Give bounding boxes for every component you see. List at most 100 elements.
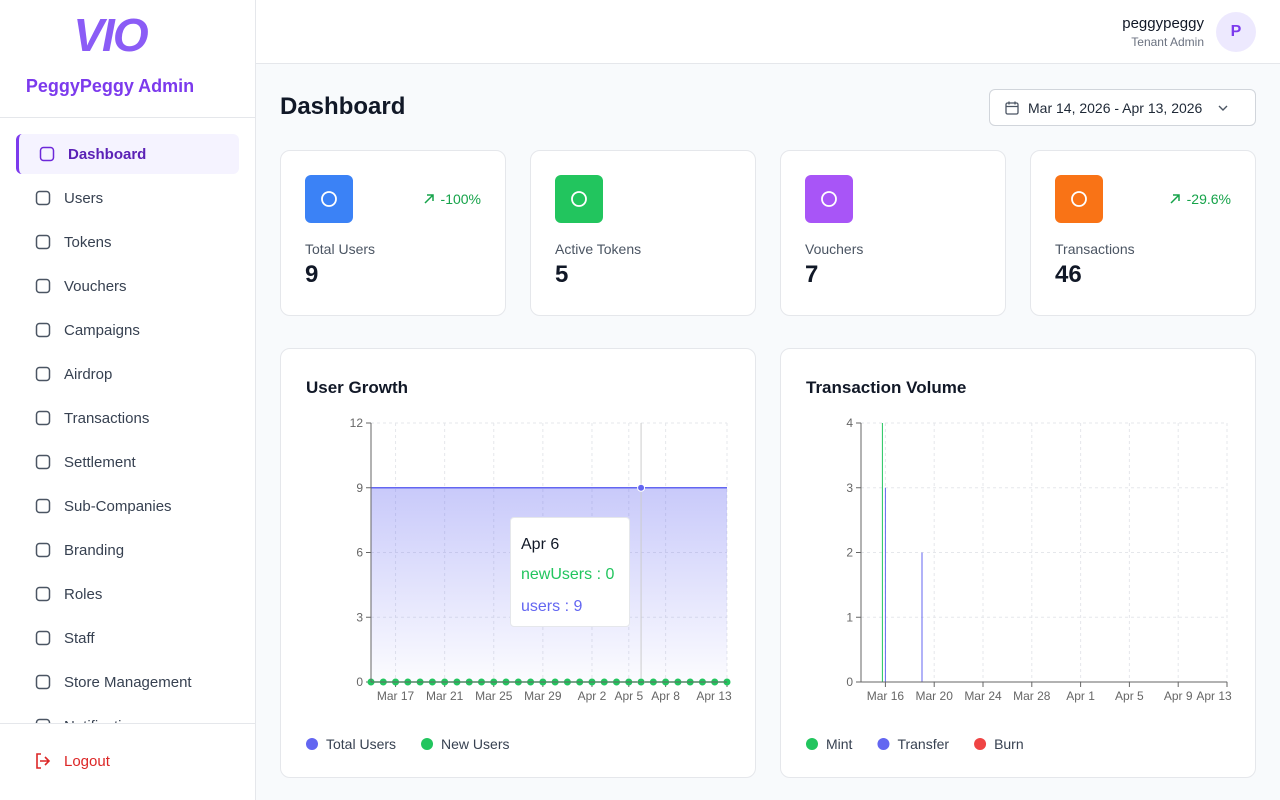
legend-swatch: [306, 738, 318, 750]
nav-item[interactable]: Sub-Companies: [16, 486, 239, 526]
nav-item[interactable]: Vouchers: [16, 266, 239, 306]
stat-icon: [555, 175, 603, 223]
x-tick-label: Apr 13: [1196, 689, 1232, 703]
tooltip-row: newUsers : 0: [521, 560, 619, 590]
nav-item[interactable]: Roles: [16, 574, 239, 614]
chart-card: Transaction Volume 0 1 2 3 4 Mar 16 Mar 20 Mar 2…: [780, 348, 1256, 778]
topbar: peggypeggy Tenant Admin P: [256, 0, 1280, 64]
icon-glyph: [1071, 191, 1087, 207]
x-tick-label: Apr 13: [696, 689, 732, 703]
nav-icon: [35, 498, 51, 514]
icon-shape: [821, 191, 837, 207]
tooltip-title: Apr 6: [521, 536, 560, 553]
user-role: Tenant Admin: [1131, 35, 1204, 49]
y-tick-label: 12: [350, 416, 364, 430]
nav: Dashboard Users Tokens Vouchers Campaigns Air…: [0, 117, 255, 723]
chart-title: Transaction Volume: [806, 378, 966, 397]
user-name: peggypeggy: [1122, 15, 1204, 32]
calendar-icon: [1005, 101, 1019, 115]
icon-shape: [35, 542, 51, 558]
tooltip-row: users : 9: [521, 592, 619, 622]
tooltip-sep: :: [592, 566, 606, 583]
nav-label: Staff: [64, 629, 95, 647]
icon-shape: [39, 146, 55, 162]
nav-label: Airdrop: [64, 365, 113, 383]
icon-shape: [35, 674, 51, 690]
x-tick-label: Apr 2: [578, 689, 607, 703]
sidebar: VIO PeggyPeggy Admin Dashboard Users Token…: [0, 0, 256, 800]
chart: Transaction Volume 0 1 2 3 4 Mar 16 Mar 20 Mar 2…: [806, 378, 1232, 752]
logout[interactable]: Logout: [34, 752, 110, 770]
x-tick-label: Mar 16: [867, 689, 905, 703]
x-tick-label: Mar 17: [377, 689, 415, 703]
stat-value: 9: [305, 261, 319, 288]
nav-icon: [35, 718, 51, 723]
nav-item[interactable]: Staff: [16, 618, 239, 658]
nav-label: Settlement: [64, 453, 136, 471]
stat-change: -29.6%: [1169, 191, 1231, 207]
stat-label: Transactions: [1055, 241, 1135, 257]
tooltip-value: 0: [605, 566, 615, 583]
y-tick-label: 3: [356, 610, 363, 624]
icon-glyph: [321, 191, 337, 207]
stat-icon: [1055, 175, 1103, 223]
nav-label: Transactions: [64, 409, 150, 427]
tooltip-name: users: [521, 598, 561, 615]
y-tick-label: 3: [846, 481, 853, 495]
nav-item[interactable]: Notifications: [16, 706, 239, 723]
date-picker[interactable]: Mar 14, 2026 - Apr 13, 2026: [989, 89, 1256, 126]
icon-shape: [35, 454, 51, 470]
nav-item[interactable]: Dashboard: [16, 134, 239, 174]
nav-item[interactable]: Users: [16, 178, 239, 218]
stat-card: -29.6% Transactions 46: [1030, 150, 1256, 316]
stat-label: Active Tokens: [555, 241, 642, 257]
x-tick-label: Apr 5: [1115, 689, 1144, 703]
icon-shape: [35, 322, 51, 338]
x-tick-label: Mar 20: [916, 689, 954, 703]
y-tick-label: 1: [846, 610, 853, 624]
logout-icon: [36, 753, 51, 769]
stat-value: 46: [1055, 261, 1082, 288]
legend-label: Burn: [994, 736, 1024, 752]
icon-shape: [35, 366, 51, 382]
nav-item[interactable]: Airdrop: [16, 354, 239, 394]
nav-item[interactable]: Branding: [16, 530, 239, 570]
logo: VIO: [73, 9, 148, 61]
active-dot: [637, 483, 646, 492]
nav-label: Dashboard: [68, 145, 147, 163]
icon-shape: [35, 630, 51, 646]
stat-change: -100%: [423, 191, 481, 207]
icon-shape: [35, 498, 51, 514]
nav-icon: [35, 454, 51, 470]
nav-item[interactable]: Tokens: [16, 222, 239, 262]
stat-label: Total Users: [305, 241, 376, 257]
stat-card: Vouchers 7: [780, 150, 1006, 316]
nav-item[interactable]: Campaigns: [16, 310, 239, 350]
bar: [921, 552, 923, 682]
nav-item[interactable]: Settlement: [16, 442, 239, 482]
stat-value: 7: [805, 261, 819, 288]
x-tick-label: Mar 24: [964, 689, 1002, 703]
stat-icon: [305, 175, 353, 223]
change-text: -29.6%: [1186, 191, 1231, 207]
nav-icon: [39, 146, 55, 162]
x-tick-label: Mar 28: [1013, 689, 1051, 703]
icon-shape: [35, 234, 51, 250]
stat-label: Vouchers: [805, 241, 864, 257]
nav-item[interactable]: Transactions: [16, 398, 239, 438]
nav-icon: [35, 190, 51, 206]
legend-swatch: [421, 738, 434, 750]
nav-icon: [35, 542, 51, 558]
legend-label: Mint: [826, 736, 853, 752]
page-title: Dashboard: [280, 93, 406, 120]
stat-card: Active Tokens 5: [530, 150, 756, 316]
tooltip-value: 9: [573, 598, 583, 615]
brand-name: PeggyPeggy Admin: [25, 76, 195, 96]
nav-label: Users: [64, 189, 104, 207]
nav-item[interactable]: Store Management: [16, 662, 239, 702]
trend-arrow: [1170, 194, 1180, 204]
avatar[interactable]: P: [1216, 12, 1256, 52]
nav-icon: [35, 586, 51, 602]
icon-shape: [1071, 191, 1087, 207]
nav-label: Roles: [64, 585, 103, 603]
